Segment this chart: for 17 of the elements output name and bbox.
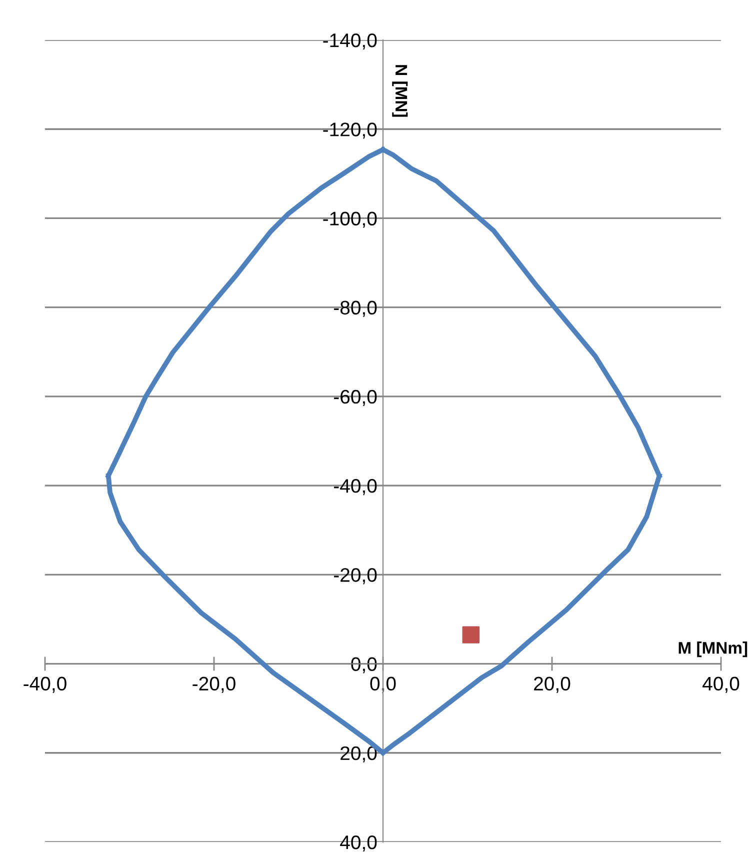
- y-tick-label: -120,0: [323, 122, 377, 139]
- y-tick-label: -80,0: [334, 300, 377, 317]
- y-tick-label: -20,0: [334, 568, 377, 584]
- x-tick-label: 0,0: [370, 676, 396, 693]
- y-axis-title: N [MN]: [392, 65, 408, 117]
- y-tick-label: -60,0: [334, 390, 377, 406]
- x-tick-label: 20,0: [534, 676, 570, 693]
- y-tick-label: 20,0: [340, 746, 377, 762]
- x-axis-title: M [MNm]: [678, 642, 748, 658]
- y-tick-label: -140,0: [323, 33, 377, 50]
- y-tick-label: -100,0: [323, 212, 377, 228]
- x-tick-label: -20,0: [192, 676, 236, 693]
- y-tick-label: 0,0: [351, 657, 377, 674]
- y-tick-label: 40,0: [340, 835, 377, 852]
- x-tick-label: -40,0: [24, 676, 66, 693]
- y-tick-label: -40,0: [334, 479, 377, 496]
- x-tick-label: 40,0: [702, 676, 740, 693]
